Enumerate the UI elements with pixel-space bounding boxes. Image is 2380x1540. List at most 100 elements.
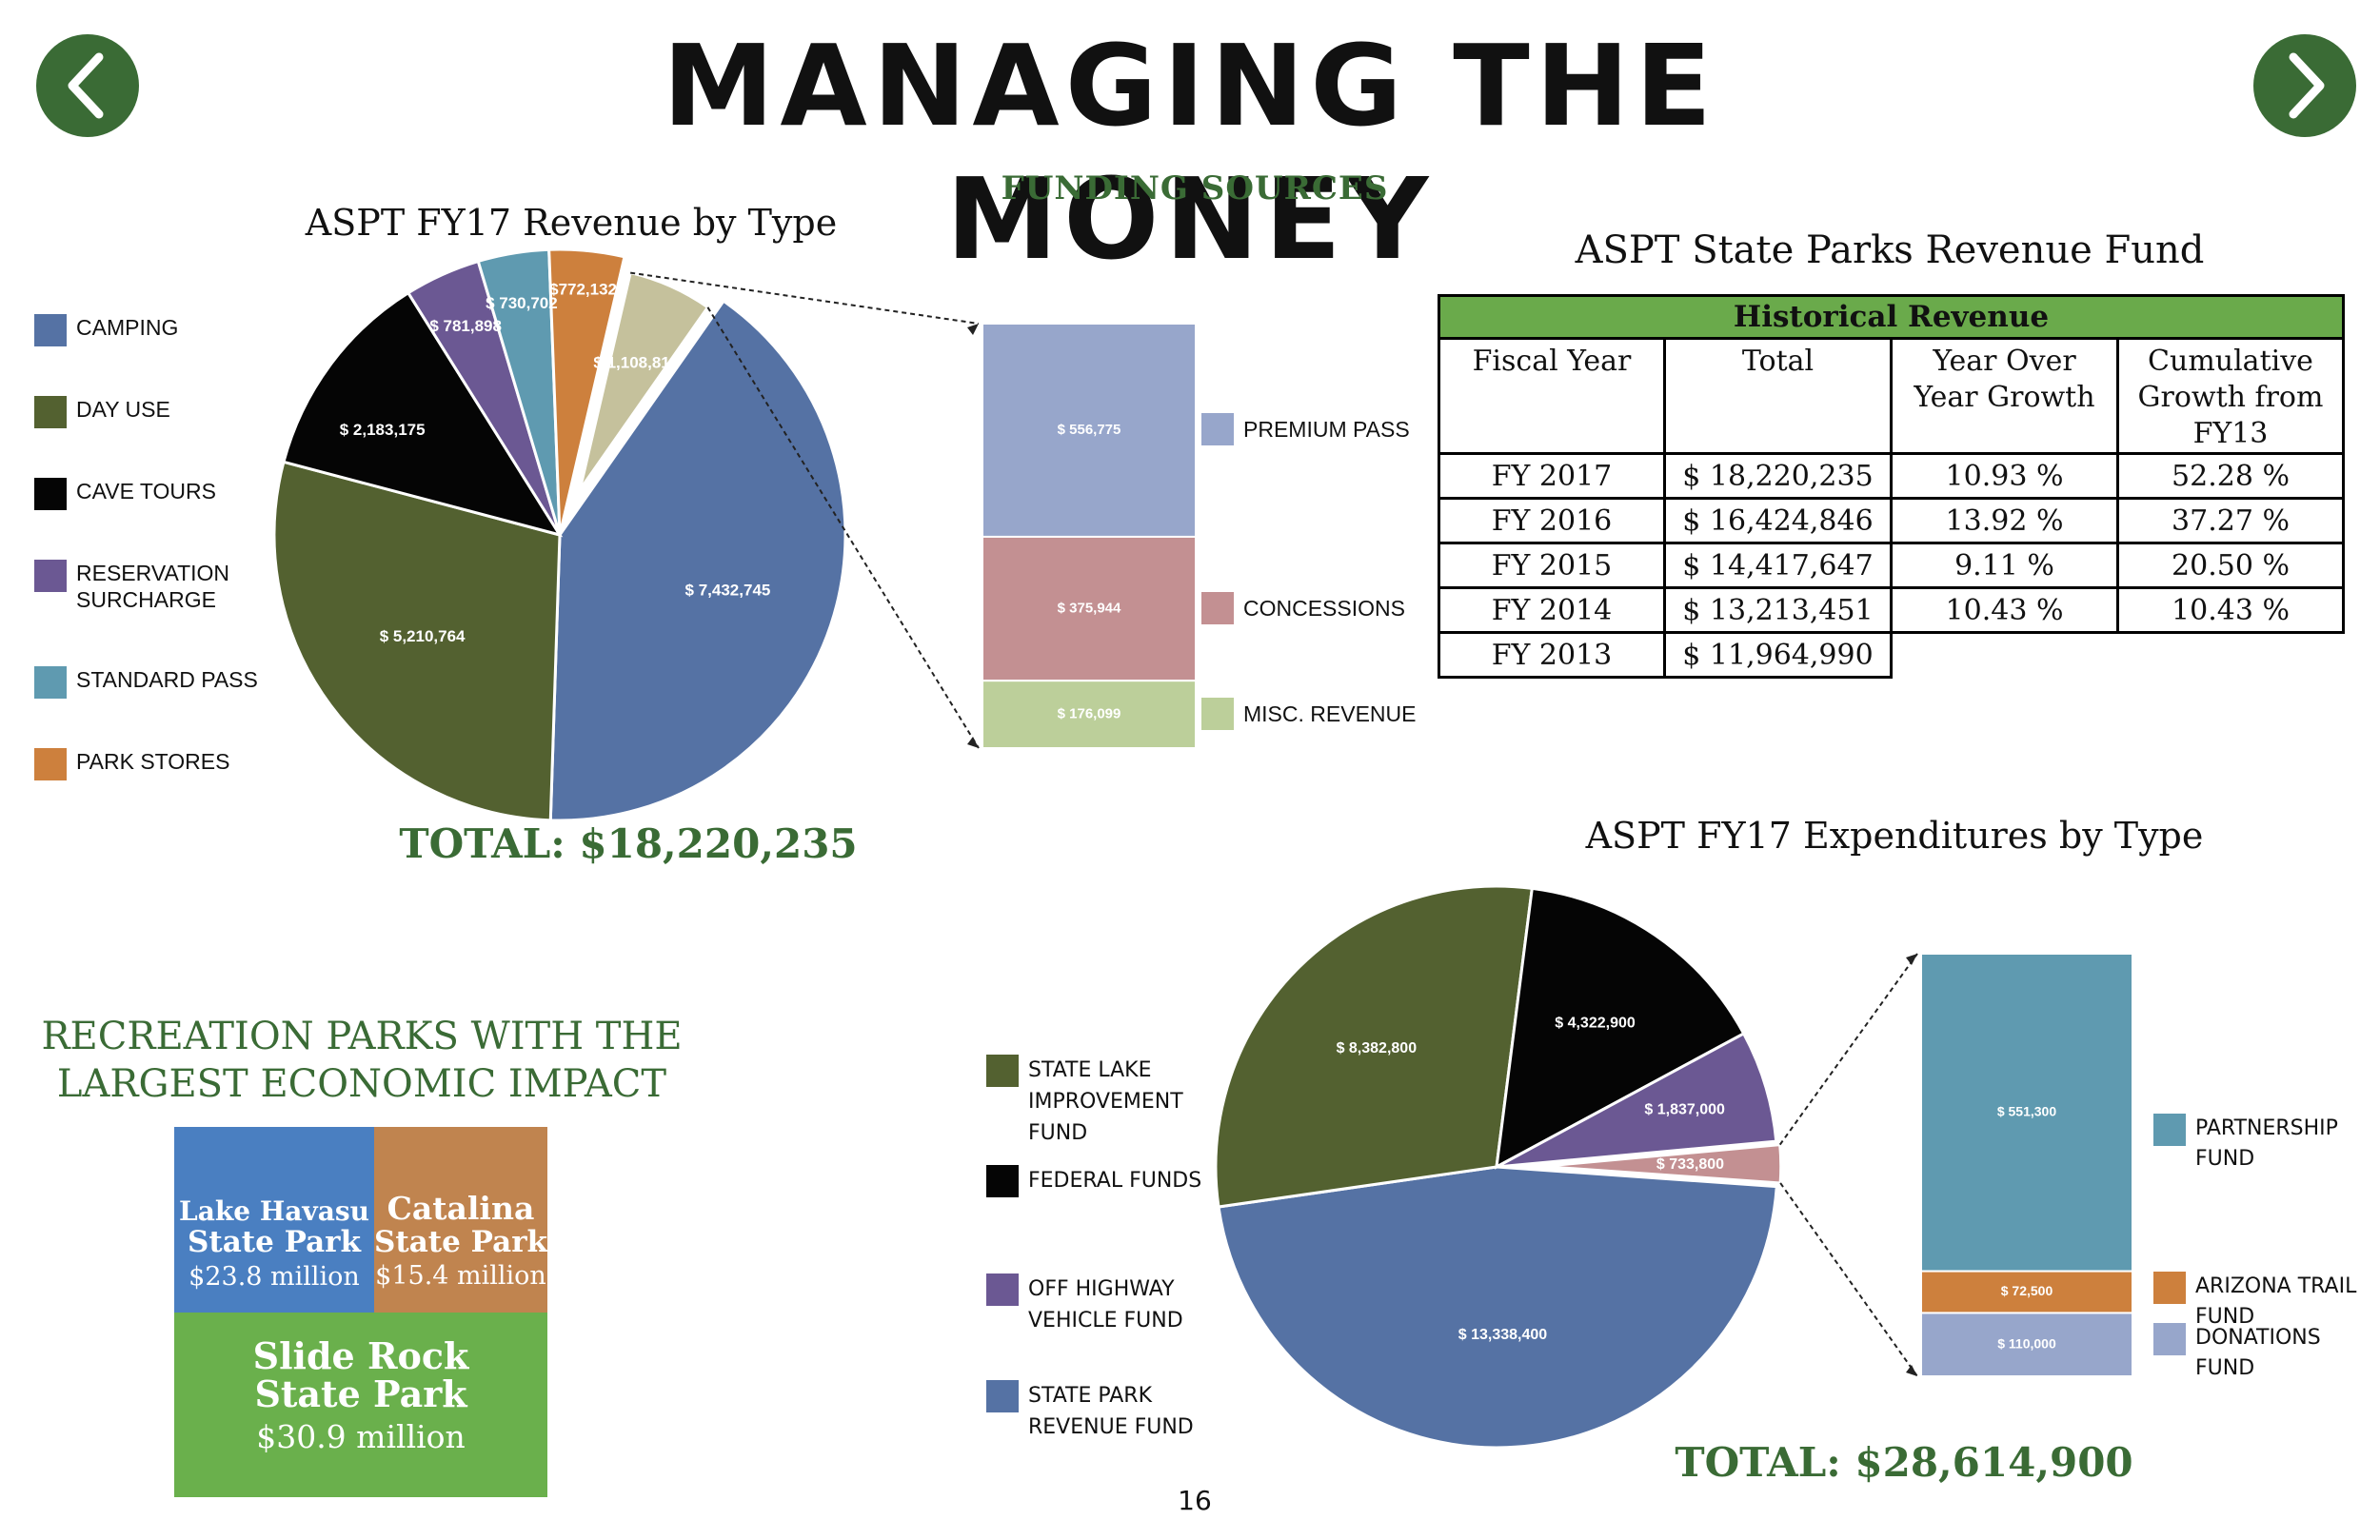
legend-label: STATE LAKE IMPROVEMENT FUND — [1028, 1058, 1183, 1145]
table-cell: $ 13,213,451 — [1663, 586, 1893, 634]
pie-slice-label: $ 781,898 — [429, 317, 502, 335]
breakdown-bar-arizona-trail-fund — [1920, 1270, 2133, 1314]
park-tile-slide-rock: Slide Rock State Park $30.9 million — [174, 1313, 547, 1497]
park-name: Slide Rock — [252, 1334, 469, 1377]
table-cell: $ 18,220,235 — [1663, 452, 1893, 500]
previous-page-button[interactable] — [36, 34, 139, 137]
legend-swatch — [986, 1273, 1019, 1306]
connector-line-bottom — [1779, 1182, 1918, 1377]
pie-slice-label: $ 13,338,400 — [1458, 1327, 1548, 1343]
table-cell: $ 16,424,846 — [1663, 497, 1893, 544]
breakdown-bar-misc-revenue — [982, 680, 1197, 749]
breakdown-bar-label: $ 375,944 — [1058, 601, 1121, 617]
legend-label: STATE PARK REVENUE FUND — [1028, 1384, 1194, 1439]
table-header: Fiscal Year — [1438, 337, 1666, 455]
legend-swatch — [986, 1055, 1019, 1087]
next-page-button[interactable] — [2253, 34, 2356, 137]
table-cell: 10.43 % — [2116, 586, 2345, 634]
park-amount: $23.8 million — [188, 1262, 360, 1292]
legend-swatch — [34, 560, 67, 592]
legend-label: PARTNERSHIP FUND — [2195, 1116, 2338, 1171]
legend-label: ARIZONA TRAIL FUND — [2195, 1274, 2357, 1329]
page-title: MANAGING THE MONEY — [662, 20, 1718, 285]
pie-slice-cave-tours — [282, 290, 564, 538]
table-cell: FY 2016 — [1438, 497, 1666, 544]
table-cell: FY 2014 — [1438, 586, 1666, 634]
table-cell: 13.92 % — [1890, 497, 2119, 544]
impact-heading-line1: RECREATION PARKS WITH THE — [41, 1015, 683, 1058]
breakdown-bar-label: $ 110,000 — [1997, 1335, 2056, 1351]
legend-label: DAY USE — [76, 397, 170, 422]
table-cell: 20.50 % — [2116, 542, 2345, 589]
historical-revenue-table: Historical Revenue Fiscal Year Total Yea… — [1438, 294, 2345, 679]
table-cell: FY 2017 — [1438, 452, 1666, 500]
legend-swatch — [34, 396, 67, 428]
legend-swatch — [986, 1165, 1019, 1197]
table-cell: 9.11 % — [1890, 542, 2119, 589]
connector-arrowhead — [967, 737, 979, 748]
table-header: Year Over Year Growth — [1890, 337, 2119, 455]
expenditure-chart-title: ASPT FY17 Expenditures by Type — [1585, 815, 2204, 857]
pie-slice-park-stores — [547, 247, 626, 536]
legend-swatch — [34, 478, 67, 510]
legend-label: FEDERAL FUNDS — [1028, 1169, 1202, 1193]
legend-swatch — [1201, 591, 1234, 624]
connector-line-bottom — [706, 306, 980, 749]
breakdown-bar-label: $ 72,500 — [2001, 1283, 2053, 1298]
park-name: State Park — [254, 1372, 467, 1415]
legend-swatch — [1201, 412, 1234, 445]
park-amount: $30.9 million — [256, 1418, 466, 1455]
breakdown-bar-label: $ 176,099 — [1058, 706, 1121, 722]
page-number: 16 — [1178, 1485, 1212, 1516]
connector-line-top — [1778, 953, 1918, 1146]
table-cell: $ 14,417,647 — [1663, 542, 1893, 589]
legend-label: CAVE TOURS — [76, 479, 216, 503]
pie-slice-label: $772,132 — [549, 281, 617, 299]
breakdown-bar-label: $ 556,775 — [1058, 422, 1121, 438]
pie-slice-label: $ 4,322,900 — [1555, 1015, 1636, 1031]
legend-label: MISC. REVENUE — [1243, 701, 1417, 726]
pie-slice-state-park-revenue-fund — [1217, 1165, 1778, 1450]
legend-label: PREMIUM PASS — [1243, 416, 1410, 442]
table-cell-empty — [1892, 633, 2118, 678]
impact-heading-line2: LARGEST ECONOMIC IMPACT — [56, 1062, 667, 1106]
table-row: FY 2013 $ 11,964,990 — [1438, 631, 2344, 679]
connector-arrowhead — [1906, 1365, 1917, 1376]
pie-slice-label: $ 730,702 — [486, 294, 558, 312]
legend-swatch — [1201, 697, 1234, 730]
table-row: FY 2015 $ 14,417,647 9.11 % 20.50 % — [1438, 542, 2345, 589]
legend-label: STANDARD PASS — [76, 667, 258, 692]
table-header: Cumulative Growth from FY13 — [2116, 337, 2345, 455]
legend-label: DONATIONS FUND — [2195, 1326, 2321, 1380]
legend-swatch — [34, 748, 67, 780]
table-row: FY 2017 $ 18,220,235 10.93 % 52.28 % — [1438, 452, 2345, 500]
section-heading: FUNDING SOURCES — [1001, 169, 1389, 207]
chevron-right-icon — [2289, 52, 2325, 119]
park-name: State Park — [187, 1225, 361, 1259]
park-name: Catalina — [387, 1190, 535, 1227]
table-row: FY 2016 $ 16,424,846 13.92 % 37.27 % — [1438, 497, 2345, 544]
table-cell: 37.27 % — [2116, 497, 2345, 544]
pie-slice-label: $ 2,183,175 — [340, 421, 426, 439]
pie-slice-label: $ 7,432,745 — [685, 581, 771, 599]
park-name: State Park — [374, 1225, 548, 1259]
table-row: FY 2014 $ 13,213,451 10.43 % 10.43 % — [1438, 586, 2345, 634]
table-header: Total — [1663, 337, 1893, 455]
table-cell: FY 2015 — [1438, 542, 1666, 589]
connector-line-top — [630, 271, 980, 325]
expenditure-total: TOTAL: $28,614,900 — [1675, 1439, 2133, 1486]
pie-slice-label: $ 733,800 — [1656, 1156, 1724, 1173]
table-cell: FY 2013 — [1438, 631, 1666, 679]
park-tile-lake-havasu: Lake Havasu State Park $23.8 million — [174, 1127, 374, 1313]
legend-label: PARK STORES — [76, 749, 230, 774]
legend-swatch — [34, 314, 67, 346]
table-cell: $ 11,964,990 — [1663, 631, 1893, 679]
breakdown-bar-donations-fund — [1920, 1312, 2133, 1378]
pie-slice-label: $ 5,210,764 — [380, 627, 466, 645]
pie-slice-label: $ 1,108,819 — [593, 354, 679, 372]
park-name: Lake Havasu — [179, 1195, 369, 1227]
legend-swatch — [2153, 1323, 2186, 1355]
revenue-chart-title: ASPT FY17 Revenue by Type — [305, 202, 838, 244]
pie-slice-label: $ 1,837,000 — [1644, 1102, 1725, 1118]
